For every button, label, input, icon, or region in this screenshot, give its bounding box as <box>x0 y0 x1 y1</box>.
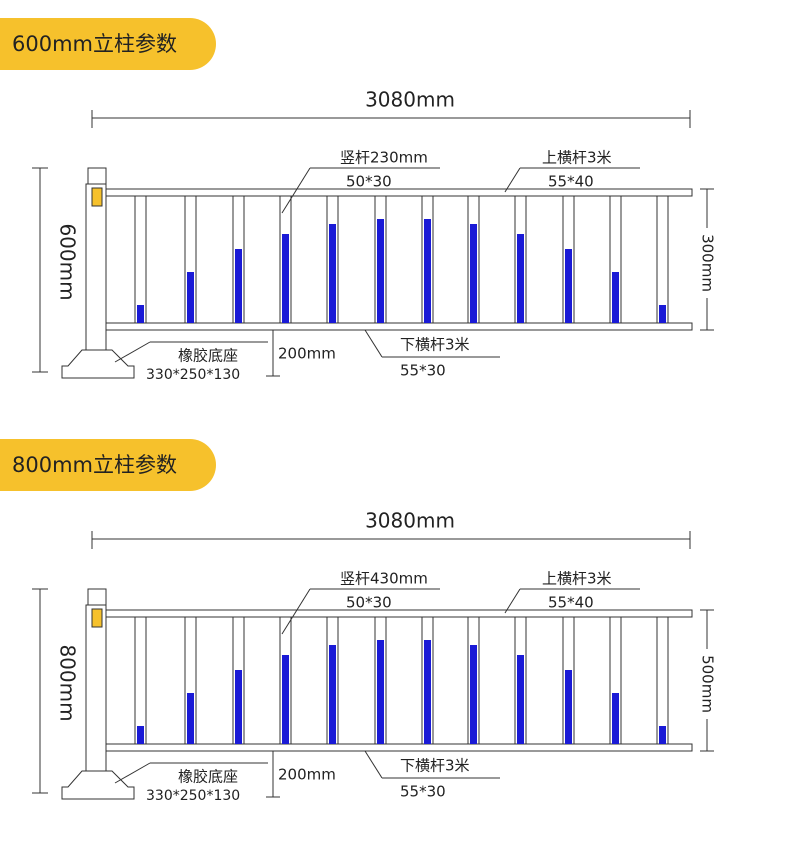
gap-label: 200mm <box>278 766 336 784</box>
blue-reflector <box>377 640 384 744</box>
leader <box>504 167 521 193</box>
blue-reflector <box>137 726 144 744</box>
blue-reflector <box>424 219 431 323</box>
blue-reflector <box>565 670 572 744</box>
top-rail <box>105 609 693 618</box>
label-bg <box>697 649 717 719</box>
post <box>85 604 107 772</box>
bottom-rail <box>105 743 693 752</box>
blue-reflector <box>329 645 336 744</box>
leader <box>504 588 521 614</box>
callout-size: 330*250*130 <box>146 788 240 804</box>
vertical-bar <box>656 195 669 324</box>
callout-size: 55*40 <box>548 594 594 612</box>
header-badge <box>0 18 216 70</box>
post-cap <box>87 588 107 606</box>
blue-reflector <box>187 272 194 323</box>
callout-label: 上横杆3米 <box>542 149 612 167</box>
vertical-bar <box>656 616 669 745</box>
blue-reflector <box>282 234 289 323</box>
blue-reflector <box>612 272 619 323</box>
panel: 800mm立柱参数 3080mm 800mm 500mm 竖杆430mm 50*30 上横杆… <box>0 439 717 804</box>
top-rail <box>105 188 693 197</box>
blue-reflector <box>565 249 572 323</box>
callout-label: 竖杆430mm <box>340 570 428 588</box>
height-label: 800mm <box>56 644 80 721</box>
height-label: 600mm <box>56 223 80 300</box>
callout-label: 竖杆230mm <box>340 149 428 167</box>
blue-reflector <box>424 640 431 744</box>
header-title: 800mm立柱参数 <box>12 453 177 477</box>
inner-height-label: 500mm <box>699 655 717 713</box>
panel: 600mm立柱参数 3080mm 600mm 300mm 竖杆230mm 50*30 上横杆… <box>0 18 717 383</box>
leader <box>364 750 383 779</box>
blue-reflector <box>612 693 619 744</box>
callout-label: 橡胶底座 <box>178 347 238 365</box>
vertical-bar <box>134 616 147 745</box>
post <box>85 183 107 351</box>
header-badge <box>0 439 216 491</box>
leader <box>281 588 311 635</box>
blue-reflector <box>137 305 144 323</box>
leader <box>114 341 151 363</box>
callout-label: 橡胶底座 <box>178 768 238 786</box>
base <box>61 349 135 379</box>
blue-reflector <box>517 655 524 744</box>
leader <box>364 329 383 358</box>
inner-height-label: 300mm <box>699 234 717 292</box>
leader <box>114 762 151 784</box>
width-label: 3080mm <box>365 88 455 112</box>
blue-reflector <box>235 670 242 744</box>
callout-size: 330*250*130 <box>146 367 240 383</box>
callout-label: 下横杆3米 <box>400 757 470 775</box>
blue-reflector <box>235 249 242 323</box>
leader <box>281 167 311 214</box>
reflector <box>91 608 103 628</box>
blue-reflector <box>377 219 384 323</box>
reflector <box>91 187 103 207</box>
blue-reflector <box>517 234 524 323</box>
callout-size: 50*30 <box>346 594 392 612</box>
blue-reflector <box>659 726 666 744</box>
blue-reflector <box>329 224 336 323</box>
blue-reflector <box>470 224 477 323</box>
callout-size: 55*30 <box>400 362 446 380</box>
bottom-rail <box>105 322 693 331</box>
callout-size: 55*40 <box>548 173 594 191</box>
blue-reflector <box>187 693 194 744</box>
header-title: 600mm立柱参数 <box>12 32 177 56</box>
gap-label: 200mm <box>278 345 336 363</box>
blue-reflector <box>282 655 289 744</box>
callout-size: 50*30 <box>346 173 392 191</box>
callout-label: 下横杆3米 <box>400 336 470 354</box>
base <box>61 770 135 800</box>
callout-size: 55*30 <box>400 783 446 801</box>
label-bg <box>697 228 717 298</box>
callout-label: 上横杆3米 <box>542 570 612 588</box>
blue-reflector <box>659 305 666 323</box>
width-label: 3080mm <box>365 509 455 533</box>
blue-reflector <box>470 645 477 744</box>
vertical-bar <box>134 195 147 324</box>
post-cap <box>87 167 107 185</box>
